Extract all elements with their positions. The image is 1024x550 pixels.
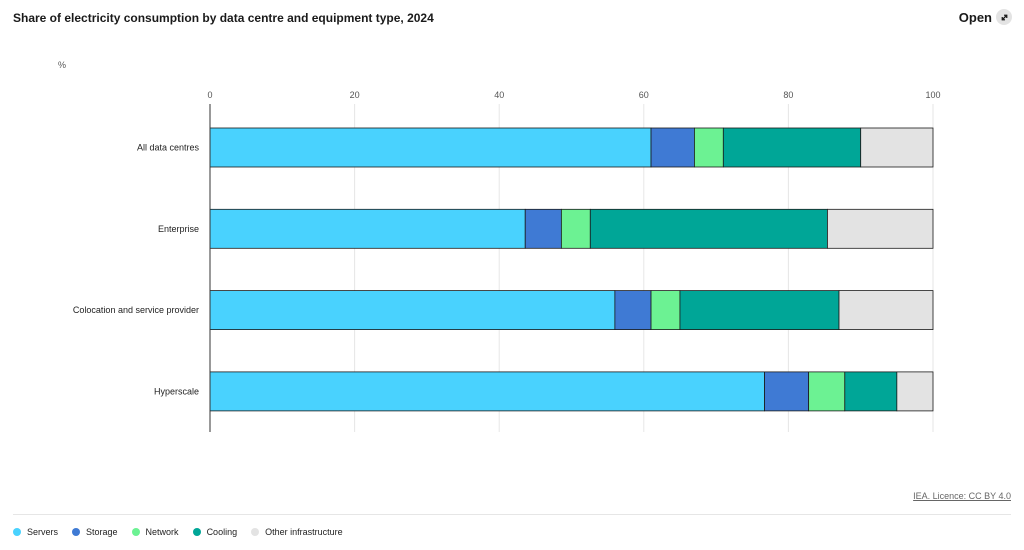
- category-label: Enterprise: [158, 224, 199, 234]
- bar-segment-storage[interactable]: [614, 290, 652, 331]
- bar-segment-network[interactable]: [808, 371, 846, 412]
- legend-label: Storage: [86, 527, 118, 537]
- x-tick-label: 80: [783, 90, 793, 100]
- bar-segment-cooling[interactable]: [844, 371, 898, 412]
- legend-swatch: [251, 528, 260, 536]
- bar-segment-network[interactable]: [650, 290, 681, 331]
- source-licence-link[interactable]: IEA. Licence: CC BY 4.0: [913, 491, 1011, 501]
- x-tick-label: 20: [350, 90, 360, 100]
- bar-segment-servers[interactable]: [209, 371, 765, 412]
- bar-segment-servers[interactable]: [209, 127, 652, 168]
- legend-swatch: [72, 528, 81, 536]
- bar-segment-cooling[interactable]: [679, 290, 840, 331]
- x-tick-label: 40: [494, 90, 504, 100]
- bar-segment-other-infrastructure[interactable]: [896, 371, 934, 412]
- legend-label: Cooling: [206, 527, 238, 537]
- legend-item-servers[interactable]: Servers: [13, 527, 58, 537]
- legend-label: Other infrastructure: [265, 527, 343, 537]
- bar-segment-servers[interactable]: [209, 208, 526, 249]
- legend-item-network[interactable]: Network: [131, 527, 179, 537]
- category-layer: All data centres Enterprise Colocation and…: [73, 143, 200, 397]
- bar-segment-cooling[interactable]: [589, 208, 828, 249]
- legend-label: Servers: [27, 527, 59, 537]
- category-label: Colocation and service provider: [73, 305, 199, 315]
- stacked-bar-chart: % 0 20 40 60 80 100 All data centres Enterpris…: [58, 60, 941, 432]
- legend-item-cooling[interactable]: Cooling: [192, 527, 238, 537]
- bar-segment-servers[interactable]: [209, 290, 616, 331]
- legend-label: Network: [145, 527, 179, 537]
- bar-layer: [209, 127, 934, 412]
- chart-title: Share of electricity consumption by data…: [13, 11, 434, 25]
- x-tick-label: 60: [639, 90, 649, 100]
- bar-segment-storage[interactable]: [764, 371, 810, 412]
- legend-swatch: [131, 528, 140, 536]
- bar-segment-cooling[interactable]: [722, 127, 862, 168]
- tick-layer: 0 20 40 60 80 100: [207, 90, 940, 100]
- open-button-label: Open: [958, 9, 992, 25]
- category-label: Hyperscale: [154, 386, 199, 396]
- legend: Servers Storage Network Cooling Other infras…: [13, 527, 343, 537]
- bar-segment-network[interactable]: [560, 208, 591, 249]
- external-link-icon: [996, 9, 1012, 25]
- unit-label: %: [58, 60, 66, 70]
- bar-segment-other-infrastructure[interactable]: [827, 208, 934, 249]
- open-button[interactable]: Open: [959, 9, 1012, 25]
- legend-divider: [13, 514, 1011, 515]
- bar-segment-other-infrastructure[interactable]: [838, 290, 934, 331]
- bar-segment-storage[interactable]: [650, 127, 695, 168]
- bar-segment-storage[interactable]: [524, 208, 562, 249]
- bar-segment-other-infrastructure[interactable]: [860, 127, 934, 168]
- legend-swatch: [192, 528, 201, 536]
- legend-item-other-infrastructure[interactable]: Other infrastructure: [251, 527, 343, 537]
- category-label: All data centres: [137, 143, 200, 153]
- legend-swatch: [13, 528, 21, 536]
- x-tick-label: 100: [925, 90, 940, 100]
- legend-item-storage[interactable]: Storage: [72, 527, 118, 537]
- bar-segment-network[interactable]: [694, 127, 724, 168]
- x-tick-label: 0: [207, 90, 212, 100]
